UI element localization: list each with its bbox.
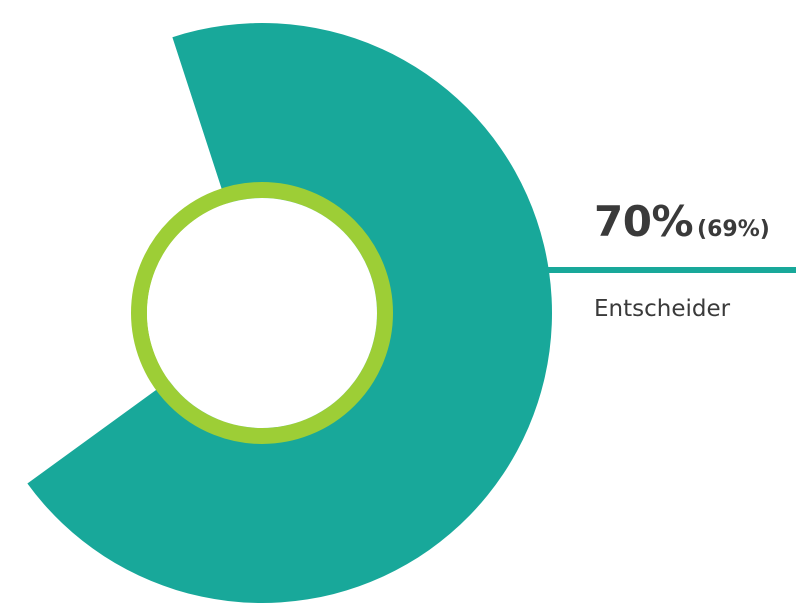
comparison-value-label: (69%)	[697, 217, 770, 242]
value-label: 70%	[594, 197, 694, 246]
category-label: Entscheider	[594, 296, 731, 322]
center-ring	[131, 182, 393, 444]
center-hole	[147, 198, 377, 428]
value-label-row: 70% (69%)	[594, 197, 770, 246]
